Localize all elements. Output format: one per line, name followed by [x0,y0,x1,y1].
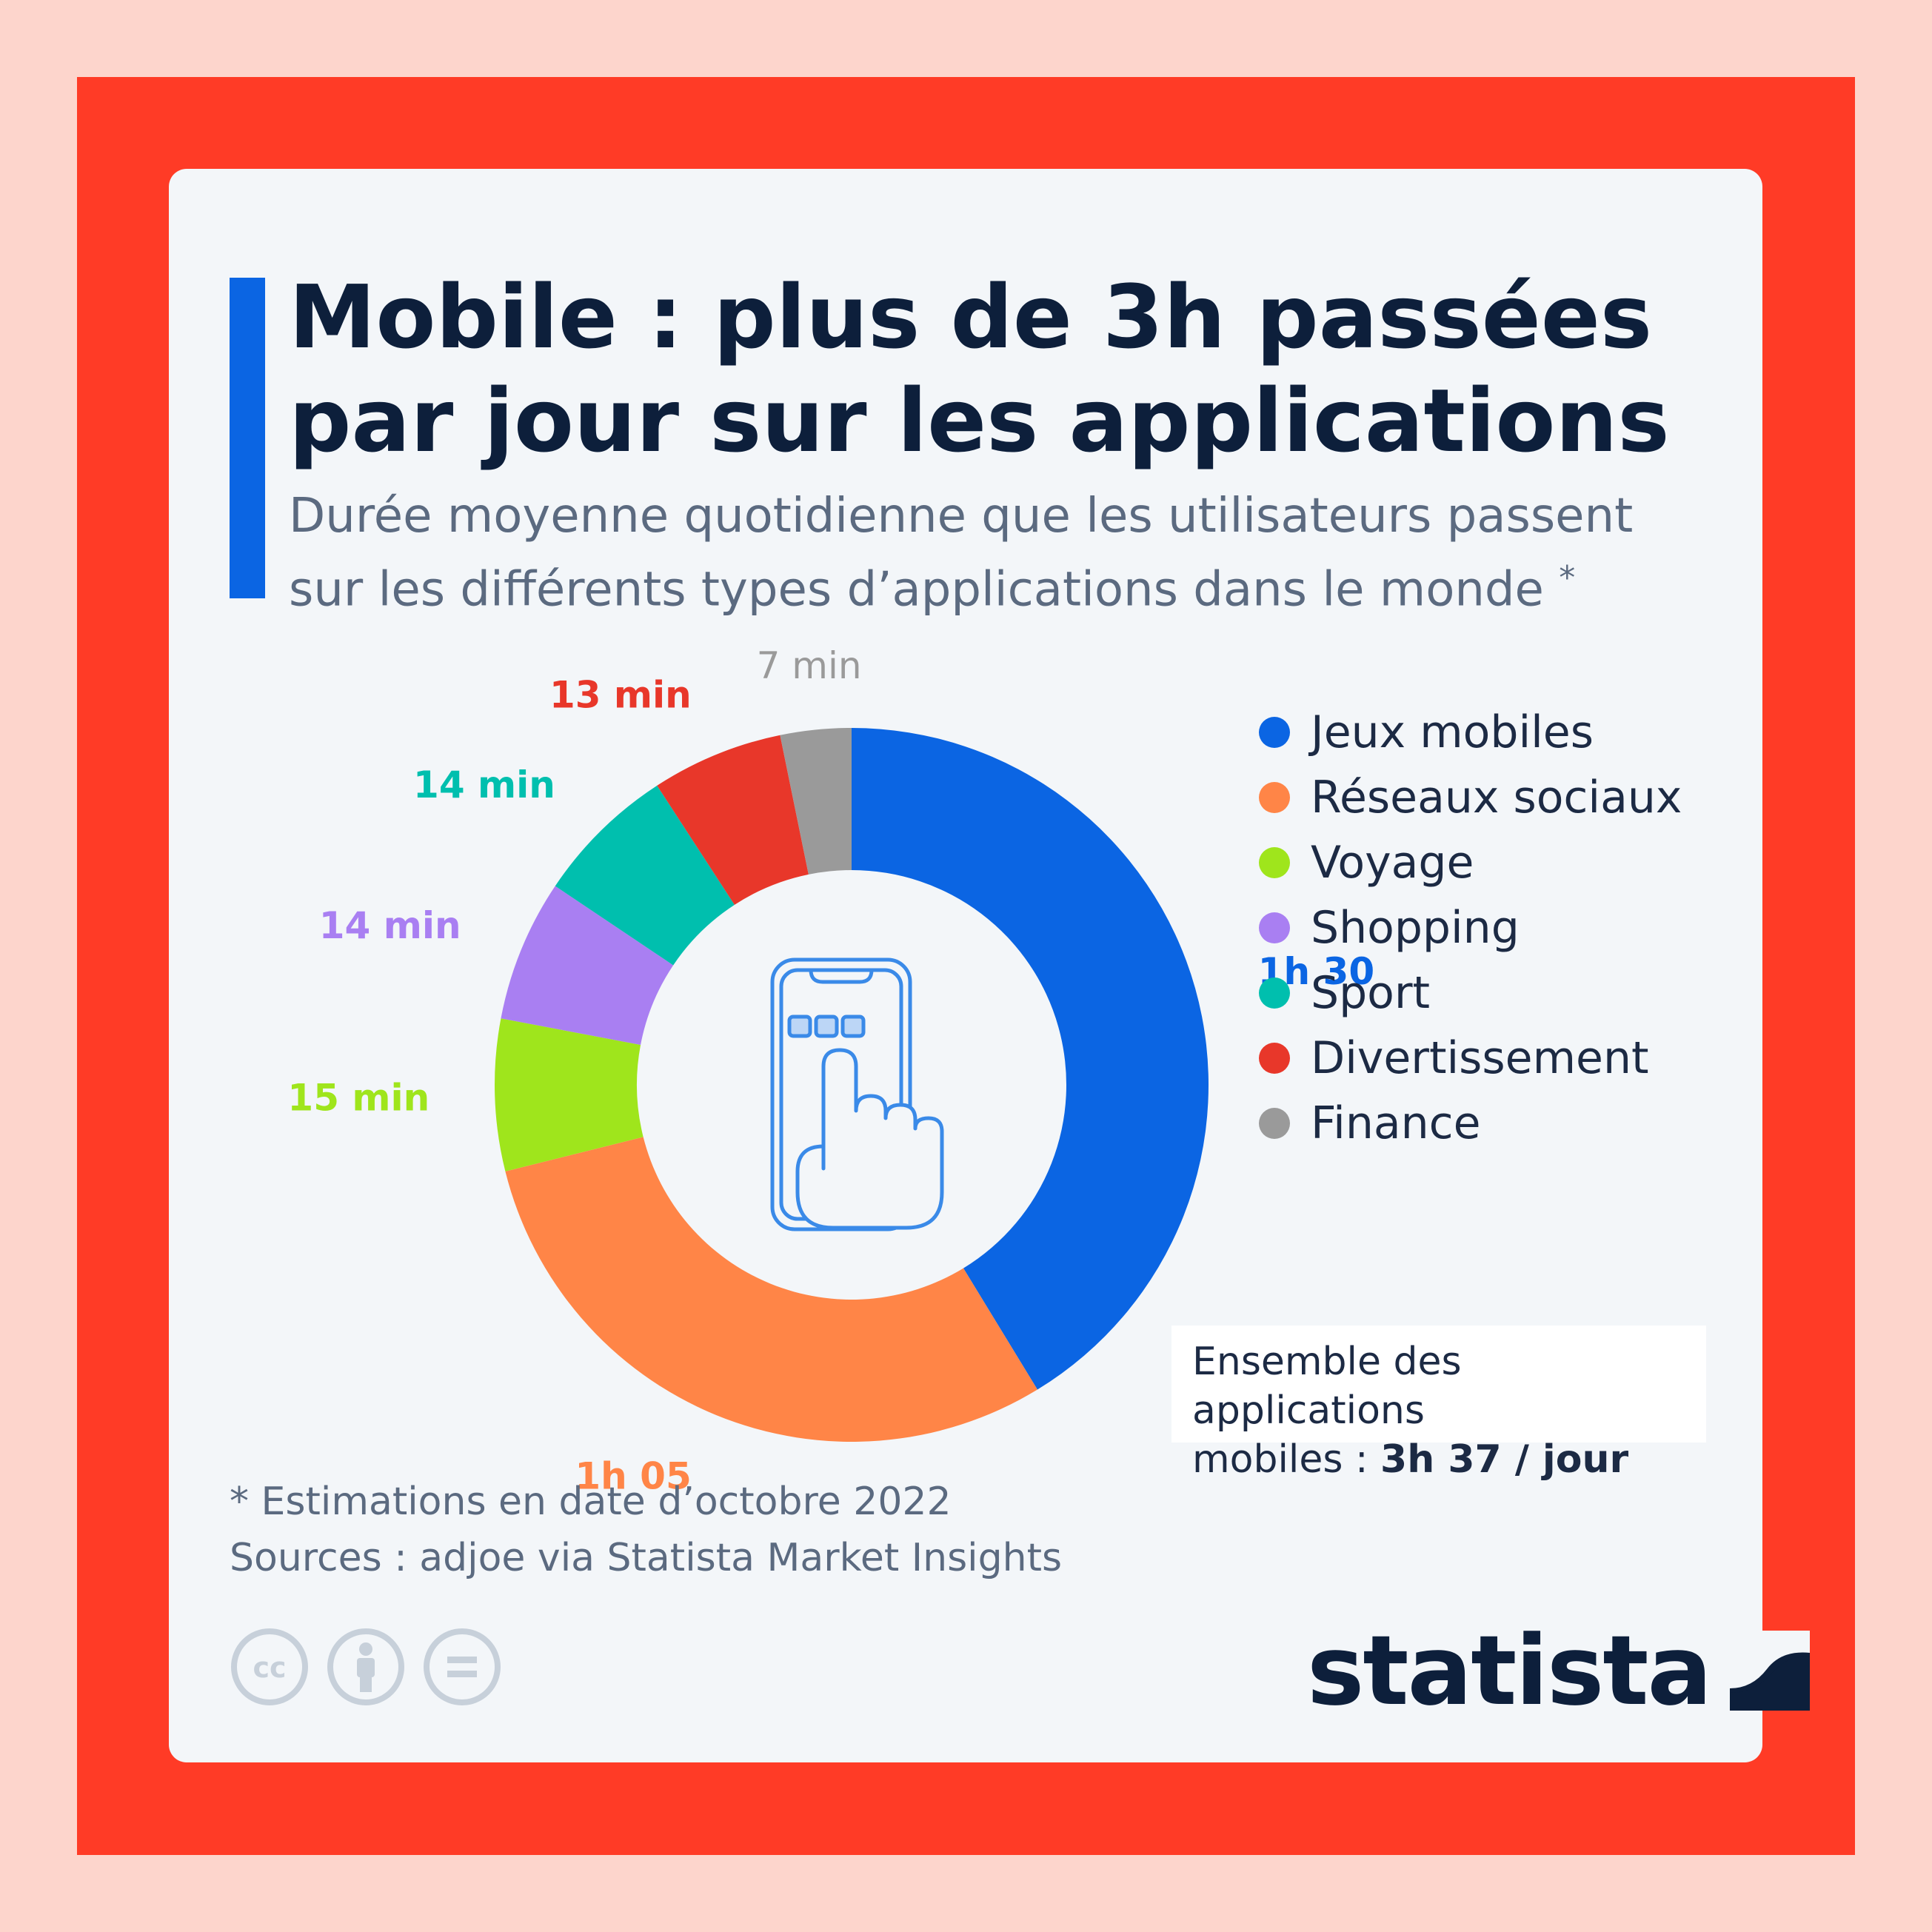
donut-slice-5 [555,785,735,966]
footnote: * Estimations en date d’octobre 2022 Sou… [230,1474,1062,1586]
donut-slice-4 [501,886,674,1045]
license-icons: cc [230,1627,502,1707]
legend-item-6: Divertissement [1259,1026,1682,1091]
subtitle-line-2: sur les différents types d’applications … [289,562,1544,618]
slice-label-6: 13 min [549,674,692,717]
legend-item-5: Sport [1259,960,1682,1026]
title-accent-bar [230,278,265,598]
chart-title: Mobile : plus de 3h passées par jour sur… [289,265,1696,472]
brand-wordmark: statista [1307,1614,1712,1727]
title-line-2: par jour sur les applications [289,370,1670,472]
slice-label-7: 7 min [757,644,862,687]
legend-item-1: Jeux mobiles [1259,700,1682,765]
total-value: 3h 37 / jour [1380,1437,1629,1482]
cc-icon[interactable]: cc [230,1627,310,1707]
legend-dot [1259,912,1290,943]
footnote-sources: Sources : adjoe via Statista Market Insi… [230,1536,1063,1580]
total-line-1: Ensemble des applications [1192,1340,1462,1433]
legend-label: Divertissement [1311,1032,1649,1084]
legend-label: Jeux mobiles [1311,706,1594,758]
donut-slice-7 [780,728,852,875]
legend-label: Réseaux sociaux [1311,772,1682,823]
chart-subtitle: Durée moyenne quotidienne que les utilis… [289,485,1733,621]
legend-label: Shopping [1311,902,1520,954]
legend-dot [1259,1108,1290,1139]
statista-logo[interactable]: statista [1307,1614,1811,1727]
smartphone-touch-icon [770,957,944,1231]
subtitle-line-1: Durée moyenne quotidienne que les utilis… [289,489,1634,544]
legend-label: Finance [1311,1097,1481,1149]
statista-mark-icon [1730,1631,1811,1711]
slice-label-2: 1h 05 [575,1454,691,1497]
legend-dot [1259,977,1290,1009]
title-line-1: Mobile : plus de 3h passées [289,266,1653,368]
legend-dot [1259,847,1290,878]
infographic-card [169,169,1762,1762]
legend-dot [1259,717,1290,748]
no-derivatives-icon[interactable] [422,1627,502,1707]
legend-item-4: Shopping [1259,895,1682,960]
total-line-2-prefix: mobiles : [1192,1437,1381,1482]
slice-label-5: 14 min [413,763,555,806]
footnote-note: * Estimations en date d’octobre 2022 [230,1480,952,1524]
slice-label-3: 15 min [287,1076,429,1119]
slice-label-4: 14 min [319,904,461,947]
legend-item-3: Voyage [1259,830,1682,895]
donut-slice-6 [657,735,809,905]
total-text: Ensemble des applications mobiles : 3h 3… [1192,1337,1706,1484]
legend-label: Sport [1311,967,1431,1019]
attribution-icon[interactable] [326,1627,406,1707]
total-box: Ensemble des applications mobiles : 3h 3… [1171,1326,1706,1482]
chart-legend: Jeux mobiles Réseaux sociaux Voyage Shoppin… [1259,700,1682,1156]
svg-text:cc: cc [253,1651,286,1684]
donut-slice-2 [505,1137,1037,1442]
subtitle-footnote-mark: * [1559,559,1576,597]
legend-dot [1259,782,1290,813]
donut-slice-1 [852,728,1209,1390]
legend-dot [1259,1043,1290,1074]
legend-item-2: Réseaux sociaux [1259,765,1682,830]
legend-label: Voyage [1311,837,1474,889]
legend-item-7: Finance [1259,1091,1682,1156]
donut-slice-3 [495,1018,644,1171]
